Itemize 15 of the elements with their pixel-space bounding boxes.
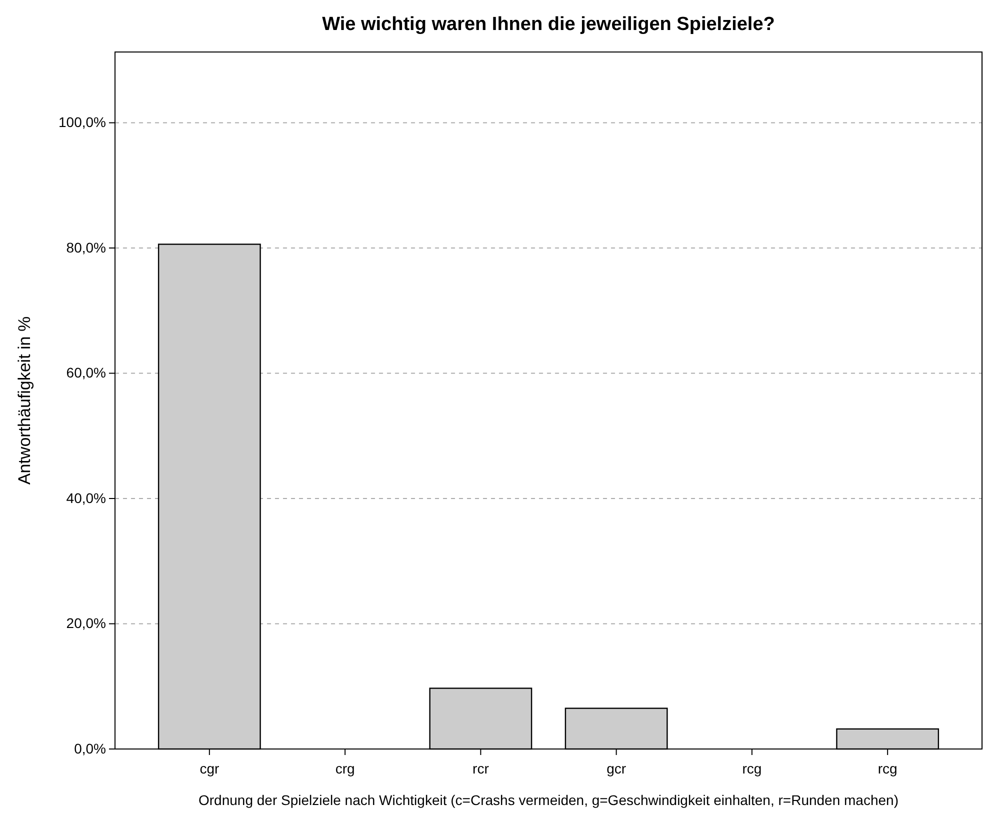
x-tick-label: rcr: [472, 760, 490, 776]
x-tick-label: cgr: [200, 760, 220, 776]
y-tick-label: 60,0%: [66, 364, 106, 381]
y-tick-label: 40,0%: [66, 490, 106, 506]
x-tick-label: rcg: [742, 760, 762, 776]
x-tick-label: gcr: [606, 760, 626, 776]
x-tick-label: crg: [335, 760, 355, 776]
x-axis-title: Ordnung der Spielziele nach Wichtigkeit (c=Crashs vermeiden, g=Geschwindigkeit einhalten, r=Runden machen): [198, 792, 898, 808]
x-tick-label: rcg: [878, 760, 898, 776]
y-tick-label: 20,0%: [66, 615, 106, 632]
y-axis-title: Antworthäufigkeit in %: [15, 316, 34, 485]
chart-title: Wie wichtig waren Ihnen die jeweiligen Spielziele?: [322, 14, 775, 35]
y-tick-label: 80,0%: [66, 239, 106, 256]
y-tick-label: 100,0%: [58, 114, 106, 130]
y-tick-label: 0,0%: [74, 740, 106, 756]
